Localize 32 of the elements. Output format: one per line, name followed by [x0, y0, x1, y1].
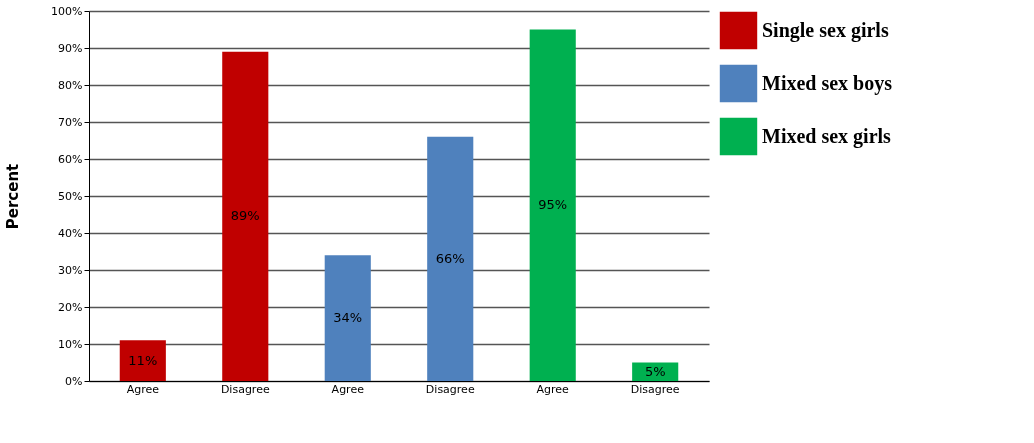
y-tick-label: 80%	[58, 78, 83, 92]
data-label: 95%	[538, 197, 568, 213]
legend-label: Mixed sex girls	[762, 124, 892, 148]
bar	[324, 255, 371, 381]
data-label: 34%	[333, 310, 363, 326]
x-tick-label: Agree	[331, 382, 365, 396]
y-tick-label: 30%	[58, 263, 83, 277]
x-tick-label: Disagree	[425, 382, 475, 396]
legend-label: Mixed sex boys	[762, 71, 893, 95]
y-tick-label: 50%	[58, 189, 83, 203]
y-tick-label: 90%	[58, 41, 83, 55]
data-label: 89%	[230, 208, 260, 224]
y-tick-label: 20%	[58, 300, 83, 314]
data-label: 66%	[435, 250, 465, 266]
y-tick-label: 10%	[58, 337, 83, 351]
bar	[529, 29, 576, 381]
x-tick-label: Disagree	[220, 382, 270, 396]
bar	[427, 136, 474, 381]
bar	[119, 340, 166, 381]
legend-label: Single sex girls	[762, 18, 889, 42]
x-tick-label: Agree	[126, 382, 160, 396]
y-axis-title: Percent	[4, 163, 23, 230]
x-tick-label: Disagree	[630, 382, 680, 396]
y-tick-label: 0%	[65, 374, 83, 388]
y-tick-label: 60%	[58, 152, 83, 166]
y-tick-label: 70%	[58, 115, 83, 129]
bar	[222, 51, 269, 381]
x-tick-label: Agree	[536, 382, 570, 396]
y-tick-label: 40%	[58, 226, 83, 240]
data-label: 5%	[644, 363, 666, 379]
y-tick-label: 100%	[51, 4, 83, 18]
data-label: 11%	[128, 352, 158, 368]
